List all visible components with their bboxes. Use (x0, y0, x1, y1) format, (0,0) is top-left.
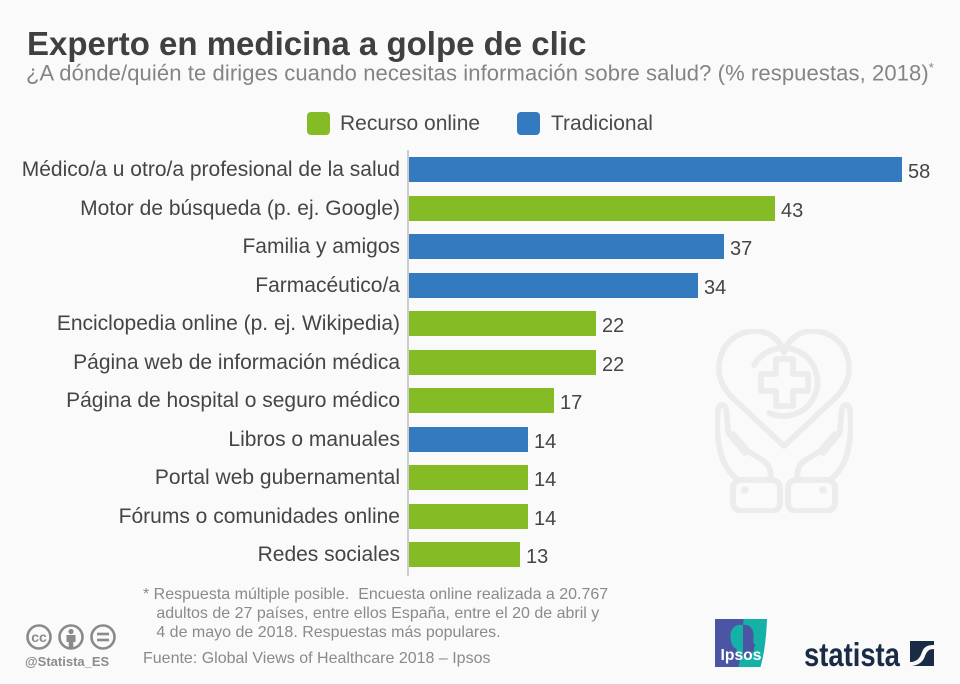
svg-text:cc: cc (31, 629, 47, 645)
svg-text:Ipsos: Ipsos (721, 647, 762, 664)
